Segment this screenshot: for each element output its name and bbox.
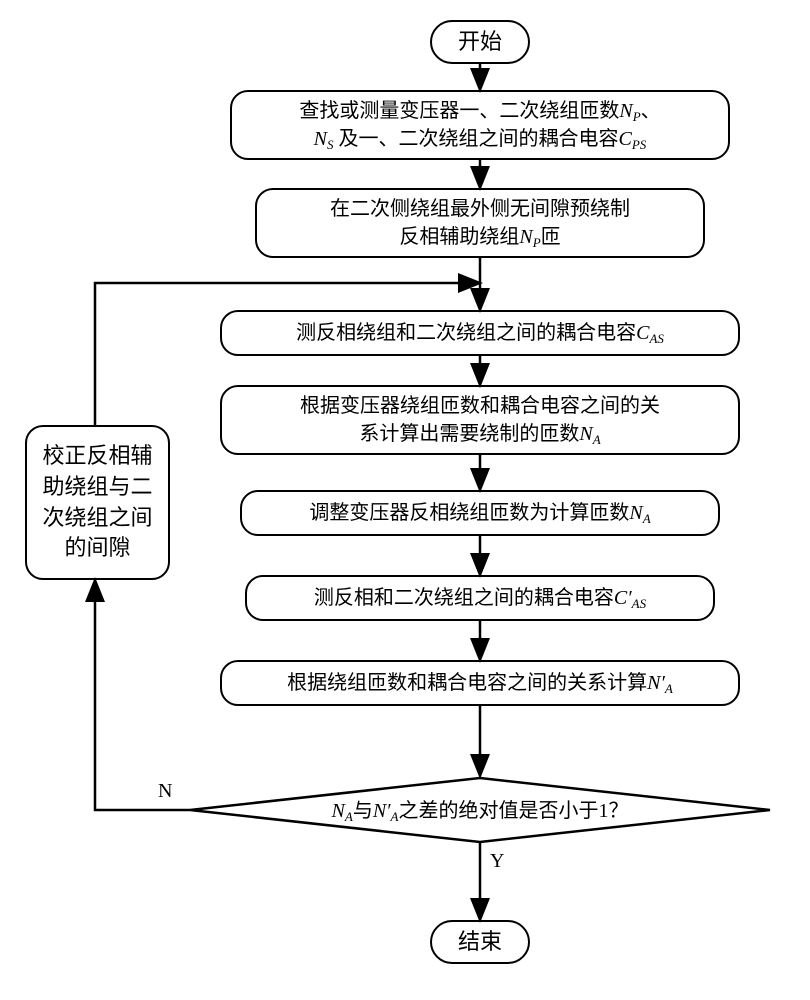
side-node: 校正反相辅 助绕组与二 次绕组之间 的间隙 [25, 425, 170, 580]
step6-node: 测反相和二次绕组之间的耦合电容C′AS [245, 575, 715, 621]
start-node: 开始 [430, 20, 530, 64]
label-y: Y [490, 850, 504, 873]
step1-text: 查找或测量变压器一、二次绕组匝数NP、 NS 及一、二次绕组之间的耦合电容CPS [299, 97, 660, 153]
step4-text: 根据变压器绕组匝数和耦合电容之间的关 系计算出需要绕制的匝数NA [300, 392, 660, 448]
step7-node: 根据绕组匝数和耦合电容之间的关系计算N′A [220, 660, 740, 706]
end-node: 结束 [430, 920, 530, 964]
step1-node: 查找或测量变压器一、二次绕组匝数NP、 NS 及一、二次绕组之间的耦合电容CPS [230, 90, 730, 160]
step5-node: 调整变压器反相绕组匝数为计算匝数NA [240, 490, 720, 536]
step6-text: 测反相和二次绕组之间的耦合电容C′AS [314, 584, 646, 612]
step7-text: 根据绕组匝数和耦合电容之间的关系计算N′A [287, 669, 673, 697]
start-label: 开始 [458, 27, 502, 58]
step2-text: 在二次侧绕组最外侧无间隙预绕制 反相辅助绕组NP匝 [330, 195, 630, 251]
step4-node: 根据变压器绕组匝数和耦合电容之间的关 系计算出需要绕制的匝数NA [220, 385, 740, 455]
end-label: 结束 [458, 927, 502, 958]
step3-node: 测反相绕组和二次绕组之间的耦合电容CAS [220, 310, 740, 356]
decision-text: NA与N′A之差的绝对值是否小于1？ [280, 797, 680, 825]
step2-node: 在二次侧绕组最外侧无间隙预绕制 反相辅助绕组NP匝 [255, 188, 705, 258]
flowchart-container: 开始 查找或测量变压器一、二次绕组匝数NP、 NS 及一、二次绕组之间的耦合电容… [20, 20, 790, 980]
label-n: N [158, 780, 172, 803]
side-text: 校正反相辅 助绕组与二 次绕组之间 的间隙 [42, 441, 152, 564]
step3-text: 测反相绕组和二次绕组之间的耦合电容CAS [296, 319, 664, 347]
step5-text: 调整变压器反相绕组匝数为计算匝数NA [309, 499, 650, 527]
